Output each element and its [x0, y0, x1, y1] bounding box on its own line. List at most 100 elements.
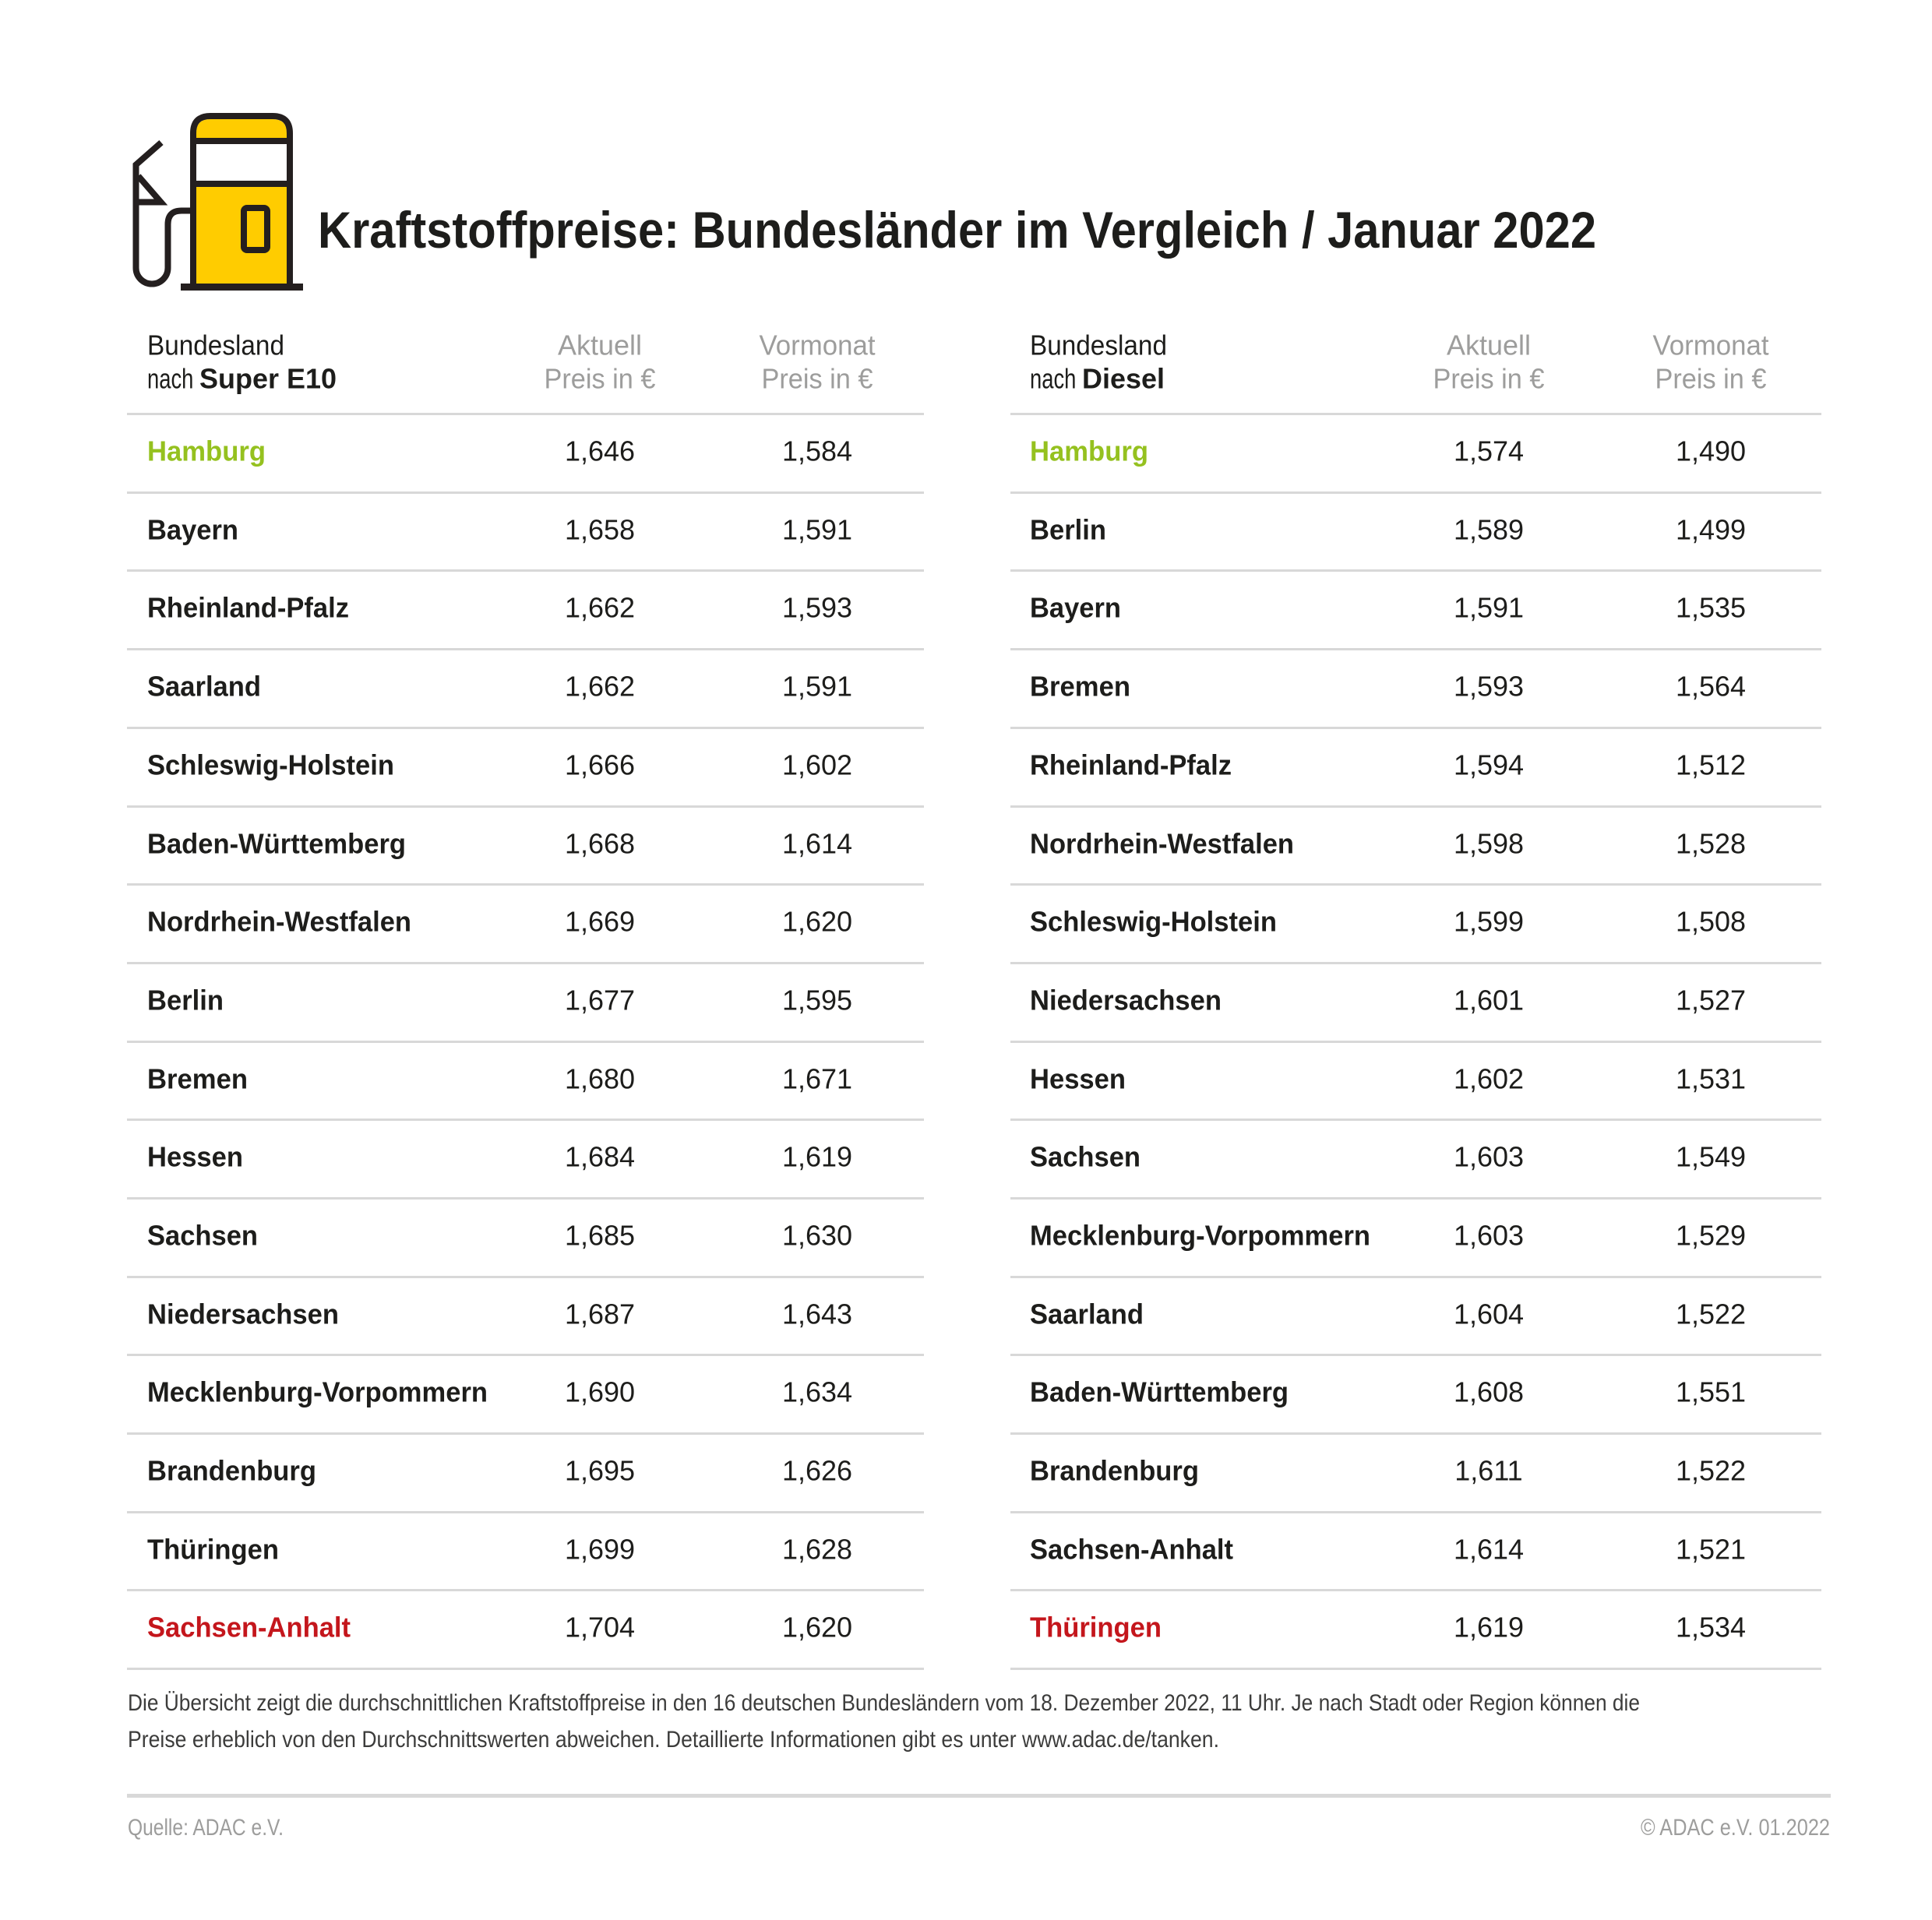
- svg-text:Super E10: Super E10: [199, 363, 337, 395]
- svg-text:1,611: 1,611: [1454, 1455, 1522, 1487]
- svg-text:1,677: 1,677: [565, 985, 635, 1016]
- svg-text:Preis in €: Preis in €: [545, 363, 656, 395]
- svg-text:1,662: 1,662: [565, 592, 635, 624]
- svg-text:1,699: 1,699: [565, 1534, 635, 1566]
- svg-text:Schleswig-Holstein: Schleswig-Holstein: [147, 749, 394, 781]
- svg-text:Niedersachsen: Niedersachsen: [147, 1298, 339, 1330]
- svg-text:Bayern: Bayern: [147, 514, 238, 546]
- svg-text:1,584: 1,584: [782, 435, 852, 467]
- svg-text:Nordrhein-Westfalen: Nordrhein-Westfalen: [1030, 828, 1294, 860]
- svg-text:1,521: 1,521: [1676, 1534, 1746, 1566]
- svg-text:Hamburg: Hamburg: [1030, 435, 1148, 467]
- svg-text:1,508: 1,508: [1676, 906, 1746, 938]
- svg-text:Bayern: Bayern: [1030, 592, 1121, 624]
- svg-text:Hessen: Hessen: [1030, 1063, 1126, 1095]
- svg-text:1,620: 1,620: [782, 1612, 852, 1643]
- svg-text:1,603: 1,603: [1454, 1220, 1524, 1252]
- svg-text:nach: nach: [147, 363, 199, 395]
- svg-text:1,668: 1,668: [565, 828, 635, 860]
- svg-text:1,604: 1,604: [1454, 1298, 1524, 1330]
- svg-text:1,522: 1,522: [1676, 1455, 1746, 1487]
- svg-text:Baden-Württemberg: Baden-Württemberg: [147, 828, 406, 860]
- svg-text:1,593: 1,593: [1454, 671, 1524, 703]
- svg-text:1,512: 1,512: [1676, 749, 1746, 781]
- svg-text:1,620: 1,620: [782, 906, 852, 938]
- svg-text:1,643: 1,643: [782, 1298, 852, 1330]
- svg-text:Brandenburg: Brandenburg: [1030, 1455, 1199, 1487]
- svg-text:Sachsen: Sachsen: [147, 1220, 258, 1252]
- svg-text:1,591: 1,591: [782, 671, 852, 703]
- svg-text:Preise erheblich von den Durch: Preise erheblich von den Durchschnittswe…: [128, 1727, 1219, 1753]
- svg-text:Bremen: Bremen: [147, 1063, 248, 1095]
- svg-text:1,574: 1,574: [1454, 435, 1524, 467]
- svg-text:1,634: 1,634: [782, 1376, 852, 1408]
- svg-text:Thüringen: Thüringen: [147, 1534, 279, 1566]
- svg-text:1,630: 1,630: [782, 1220, 852, 1252]
- svg-text:1,658: 1,658: [565, 514, 635, 546]
- svg-text:© ADAC e.V. 01.2022: © ADAC e.V. 01.2022: [1641, 1815, 1830, 1841]
- svg-text:Brandenburg: Brandenburg: [147, 1455, 316, 1487]
- svg-text:Baden-Württemberg: Baden-Württemberg: [1030, 1376, 1289, 1408]
- svg-text:1,535: 1,535: [1676, 592, 1746, 624]
- svg-text:1,594: 1,594: [1454, 749, 1524, 781]
- svg-text:Mecklenburg-Vorpommern: Mecklenburg-Vorpommern: [1030, 1220, 1370, 1252]
- svg-text:1,687: 1,687: [565, 1298, 635, 1330]
- svg-text:1,704: 1,704: [565, 1612, 635, 1643]
- svg-text:1,619: 1,619: [1454, 1612, 1524, 1643]
- svg-text:Quelle: ADAC e.V.: Quelle: ADAC e.V.: [128, 1815, 284, 1841]
- svg-text:1,685: 1,685: [565, 1220, 635, 1252]
- svg-text:Hamburg: Hamburg: [147, 435, 266, 467]
- svg-text:1,695: 1,695: [565, 1455, 635, 1487]
- svg-text:Schleswig-Holstein: Schleswig-Holstein: [1030, 906, 1277, 938]
- svg-text:1,527: 1,527: [1676, 985, 1746, 1016]
- svg-text:1,602: 1,602: [1454, 1063, 1524, 1095]
- svg-text:Thüringen: Thüringen: [1030, 1612, 1162, 1643]
- svg-text:1,589: 1,589: [1454, 514, 1524, 546]
- svg-text:1,671: 1,671: [782, 1063, 852, 1095]
- svg-text:Bundesland: Bundesland: [1030, 329, 1167, 361]
- svg-text:Preis in €: Preis in €: [1433, 363, 1545, 395]
- svg-text:Aktuell: Aktuell: [1447, 329, 1531, 361]
- svg-text:1,614: 1,614: [1454, 1534, 1524, 1566]
- svg-text:Sachsen-Anhalt: Sachsen-Anhalt: [147, 1612, 351, 1643]
- svg-text:1,598: 1,598: [1454, 828, 1524, 860]
- svg-text:1,690: 1,690: [565, 1376, 635, 1408]
- svg-text:Vormonat: Vormonat: [1653, 329, 1769, 361]
- svg-text:1,628: 1,628: [782, 1534, 852, 1566]
- svg-text:1,684: 1,684: [565, 1141, 635, 1173]
- svg-text:1,680: 1,680: [565, 1063, 635, 1095]
- svg-text:1,626: 1,626: [782, 1455, 852, 1487]
- svg-text:1,599: 1,599: [1454, 906, 1524, 938]
- svg-text:Bundesland: Bundesland: [147, 329, 284, 361]
- svg-text:1,646: 1,646: [565, 435, 635, 467]
- svg-text:1,614: 1,614: [782, 828, 852, 860]
- svg-text:Vormonat: Vormonat: [760, 329, 876, 361]
- svg-text:Preis in €: Preis in €: [762, 363, 873, 395]
- svg-text:1,528: 1,528: [1676, 828, 1746, 860]
- svg-text:1,591: 1,591: [782, 514, 852, 546]
- svg-text:1,602: 1,602: [782, 749, 852, 781]
- svg-text:Rheinland-Pfalz: Rheinland-Pfalz: [147, 592, 349, 624]
- svg-text:1,529: 1,529: [1676, 1220, 1746, 1252]
- svg-text:Sachsen: Sachsen: [1030, 1141, 1141, 1173]
- svg-text:1,490: 1,490: [1676, 435, 1746, 467]
- svg-text:1,619: 1,619: [782, 1141, 852, 1173]
- svg-text:Die Übersicht zeigt die durchs: Die Übersicht zeigt die durchschnittlich…: [128, 1690, 1640, 1716]
- svg-text:Saarland: Saarland: [147, 671, 261, 703]
- svg-text:1,669: 1,669: [565, 906, 635, 938]
- svg-text:1,591: 1,591: [1454, 592, 1524, 624]
- svg-text:nach: nach: [1030, 363, 1082, 395]
- svg-text:1,564: 1,564: [1676, 671, 1746, 703]
- svg-text:1,549: 1,549: [1676, 1141, 1746, 1173]
- svg-text:1,522: 1,522: [1676, 1298, 1746, 1330]
- svg-text:Berlin: Berlin: [147, 985, 224, 1016]
- svg-text:Kraftstoffpreise: Bundesländer: Kraftstoffpreise: Bundesländer im Vergle…: [318, 201, 1596, 259]
- svg-text:1,551: 1,551: [1676, 1376, 1746, 1408]
- svg-text:1,595: 1,595: [782, 985, 852, 1016]
- svg-text:1,601: 1,601: [1454, 985, 1524, 1016]
- svg-text:1,666: 1,666: [565, 749, 635, 781]
- svg-text:1,608: 1,608: [1454, 1376, 1524, 1408]
- svg-text:1,499: 1,499: [1676, 514, 1746, 546]
- svg-text:Hessen: Hessen: [147, 1141, 243, 1173]
- svg-text:1,603: 1,603: [1454, 1141, 1524, 1173]
